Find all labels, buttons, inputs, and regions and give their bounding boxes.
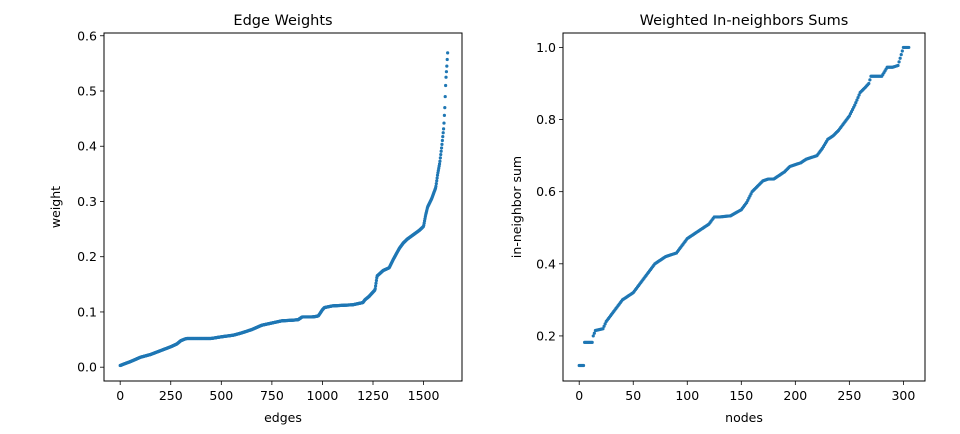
x-ticks: 0 250 500 750 1000 1250 1500 bbox=[116, 381, 440, 403]
data-point bbox=[591, 334, 595, 338]
y-tick-label: 0.3 bbox=[77, 194, 97, 209]
y-tick-label: 1.0 bbox=[536, 40, 556, 55]
x-tick-label: 300 bbox=[891, 388, 915, 403]
data-point bbox=[590, 340, 594, 345]
data-point bbox=[438, 156, 442, 160]
x-tick-label: 500 bbox=[209, 388, 233, 403]
data-point bbox=[435, 179, 439, 183]
data-point bbox=[441, 127, 446, 131]
x-ticks: 0 50 100 150 200 250 300 bbox=[575, 381, 915, 403]
data-point bbox=[439, 152, 443, 157]
data-point bbox=[435, 176, 439, 180]
y-tick-label: 0.2 bbox=[77, 249, 97, 264]
x-tick-label: 0 bbox=[575, 388, 583, 403]
data-points bbox=[577, 45, 911, 368]
data-point bbox=[435, 173, 440, 177]
data-point bbox=[443, 94, 447, 99]
y-tick-label: 0.6 bbox=[536, 184, 556, 199]
x-tick-label: 1000 bbox=[307, 388, 339, 403]
y-axis-label: in-neighbor sum bbox=[509, 156, 524, 258]
data-point bbox=[898, 56, 902, 60]
y-tick-label: 0.5 bbox=[77, 84, 97, 99]
data-point bbox=[907, 45, 911, 50]
x-tick-label: 250 bbox=[837, 388, 861, 403]
x-tick-label: 1250 bbox=[357, 388, 389, 403]
data-point bbox=[603, 322, 607, 326]
data-point bbox=[896, 63, 900, 68]
data-point bbox=[434, 181, 438, 186]
data-point bbox=[439, 146, 444, 150]
data-point bbox=[373, 284, 378, 288]
data-point bbox=[444, 75, 448, 79]
data-point bbox=[900, 49, 904, 53]
x-axis-label: edges bbox=[264, 410, 302, 425]
x-tick-label: 150 bbox=[729, 388, 753, 403]
data-points bbox=[118, 51, 450, 368]
x-tick-label: 1500 bbox=[408, 388, 440, 403]
data-point bbox=[374, 281, 378, 285]
x-tick-label: 100 bbox=[675, 388, 699, 403]
y-axis-label: weight bbox=[48, 186, 63, 228]
data-point bbox=[897, 60, 901, 64]
x-tick-label: 50 bbox=[625, 388, 641, 403]
x-axis-label: nodes bbox=[725, 410, 763, 425]
data-point bbox=[853, 103, 857, 107]
data-point bbox=[867, 81, 871, 86]
data-point bbox=[444, 83, 448, 88]
data-point bbox=[592, 331, 596, 335]
data-point bbox=[439, 149, 443, 153]
data-point bbox=[444, 70, 449, 74]
data-point bbox=[374, 278, 378, 283]
x-tick-label: 200 bbox=[783, 388, 807, 403]
x-tick-label: 750 bbox=[260, 388, 284, 403]
y-ticks: 0.2 0.4 0.6 0.8 1.0 bbox=[536, 40, 563, 343]
chart-title: Weighted In-neighbors Sums bbox=[640, 13, 849, 29]
x-tick-label: 0 bbox=[116, 388, 124, 403]
data-point bbox=[857, 93, 861, 97]
data-point bbox=[440, 142, 444, 146]
data-point bbox=[601, 327, 605, 331]
data-point bbox=[440, 138, 444, 143]
chart-title: Edge Weights bbox=[233, 13, 332, 29]
data-point bbox=[854, 101, 858, 105]
y-tick-label: 0.4 bbox=[77, 139, 97, 154]
data-point bbox=[855, 98, 859, 102]
data-point bbox=[602, 324, 606, 328]
data-point bbox=[856, 95, 860, 100]
data-point bbox=[445, 64, 449, 68]
panel-edge-weights: Edge Weights 0 250 500 750 1000 1250 1500 0.00… bbox=[48, 13, 463, 425]
data-point bbox=[438, 159, 442, 163]
data-point bbox=[373, 287, 377, 291]
data-point bbox=[868, 78, 872, 82]
data-point bbox=[446, 51, 450, 55]
data-point bbox=[437, 162, 442, 166]
data-point bbox=[443, 106, 447, 110]
x-tick-label: 250 bbox=[159, 388, 183, 403]
data-point bbox=[441, 135, 445, 139]
data-point bbox=[434, 184, 438, 188]
y-tick-label: 0.2 bbox=[536, 328, 556, 343]
data-point bbox=[442, 113, 446, 117]
data-point bbox=[441, 131, 445, 135]
y-tick-label: 0.4 bbox=[536, 256, 556, 271]
data-point bbox=[445, 57, 449, 62]
y-tick-label: 0.0 bbox=[77, 360, 97, 375]
y-tick-label: 0.6 bbox=[77, 28, 97, 43]
y-tick-label: 0.8 bbox=[536, 112, 556, 127]
y-ticks: 0.0 0.1 0.2 0.3 0.4 0.5 0.6 bbox=[77, 28, 104, 375]
y-tick-label: 0.1 bbox=[77, 304, 97, 319]
plot-area bbox=[103, 32, 463, 382]
panel-in-neighbor-sums: Weighted In-neighbors Sums 0 50 100 150 200 2… bbox=[509, 13, 926, 425]
data-point bbox=[581, 363, 586, 368]
data-point bbox=[442, 121, 446, 125]
data-point bbox=[899, 53, 903, 57]
